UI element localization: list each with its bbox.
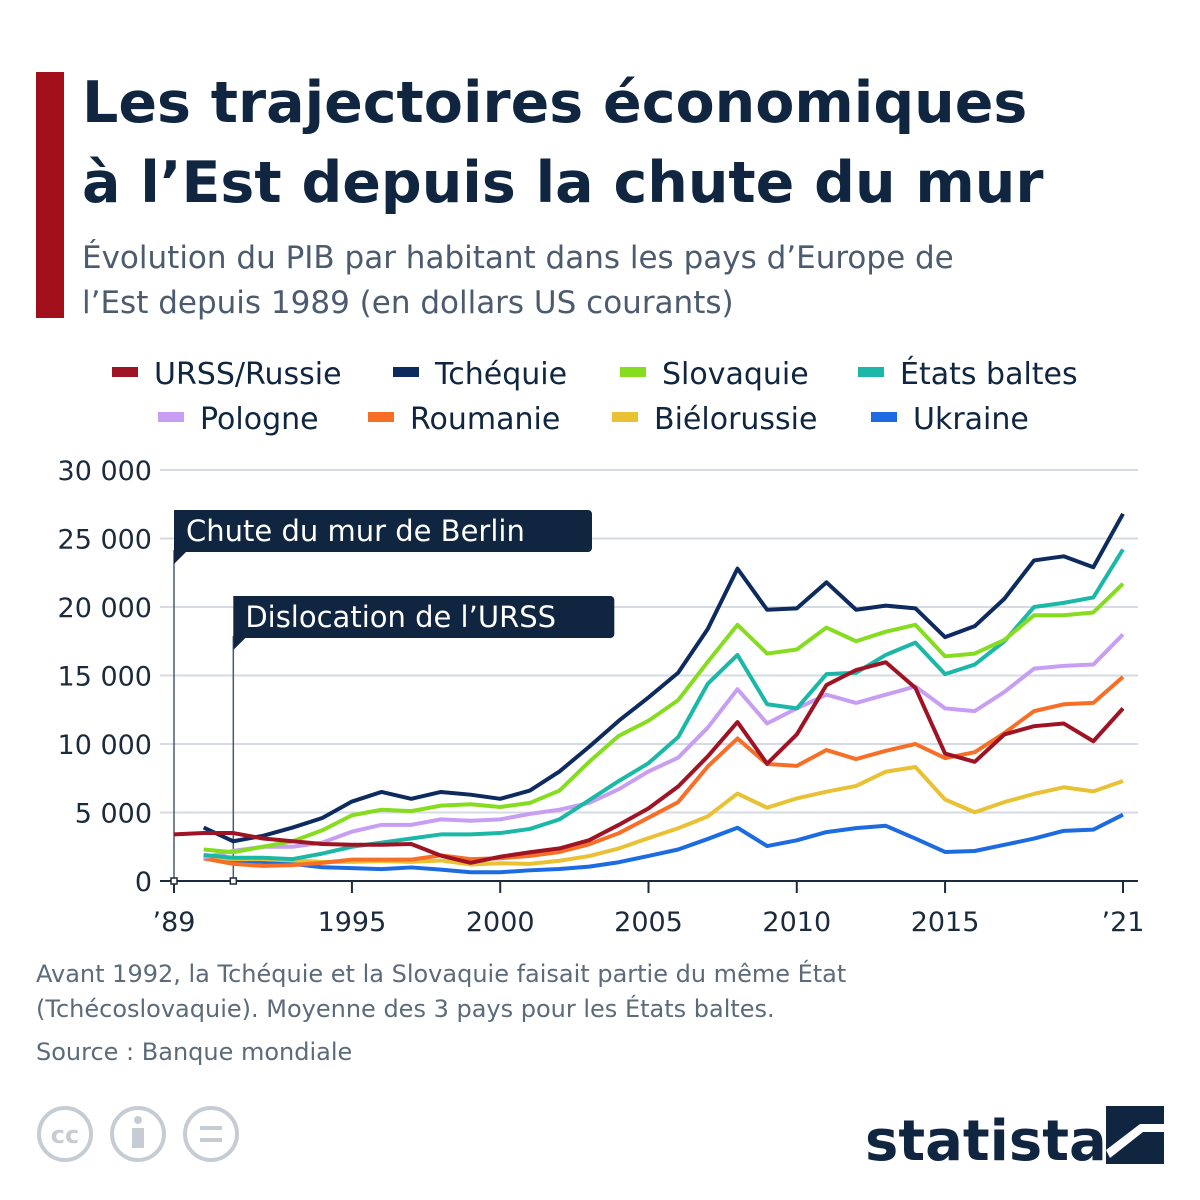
legend-label: Tchéquie <box>434 357 567 392</box>
legend-marker <box>393 367 419 377</box>
series-line <box>203 675 1125 868</box>
legend-label: États baltes <box>900 356 1078 392</box>
y-tick-label: 15 000 <box>58 662 152 693</box>
legend-label: Roumanie <box>410 402 560 437</box>
legend-marker <box>158 412 184 422</box>
series-line <box>203 632 1125 860</box>
legend-label: Slovaquie <box>662 357 809 392</box>
series-line <box>202 512 1125 844</box>
x-tick-label: 2015 <box>911 907 980 938</box>
y-tick-label: 25 000 <box>58 525 152 556</box>
legend-marker <box>112 367 138 377</box>
title-bar <box>36 72 64 318</box>
note: Avant 1992, la Tchéquie et la Slovaquie … <box>36 959 846 988</box>
subtitle: l’Est depuis 1989 (en dollars US courant… <box>82 285 734 321</box>
y-tick-label: 0 <box>135 867 152 898</box>
legend-marker <box>368 412 394 422</box>
legend-marker <box>858 367 884 377</box>
y-tick-label: 20 000 <box>58 593 152 624</box>
brand: statista <box>865 1109 1107 1174</box>
legend-label: Pologne <box>200 402 319 437</box>
x-tick-label: 2000 <box>466 907 535 938</box>
series-line <box>203 582 1125 855</box>
chart-title: Les trajectoires économiques <box>82 70 1027 136</box>
annotation-text: Dislocation de l’URSS <box>245 600 556 634</box>
annotation-anchor <box>229 877 238 885</box>
x-tick-label: 2010 <box>762 907 831 938</box>
legend-marker <box>871 412 897 422</box>
legend-marker <box>620 367 646 377</box>
x-tick-label: 2005 <box>614 907 683 938</box>
license-icons: cc <box>37 1106 239 1162</box>
legend-marker <box>612 412 638 422</box>
y-tick-label: 30 000 <box>58 456 152 487</box>
x-tick-label: 1995 <box>318 907 387 938</box>
annotation-text: Chute du mur de Berlin <box>186 514 525 548</box>
note: (Tchécoslovaquie). Moyenne des 3 pays po… <box>36 994 775 1023</box>
source: Source : Banque mondiale <box>36 1038 352 1066</box>
svg-text:cc: cc <box>51 1121 79 1149</box>
annotation-anchor <box>170 877 178 885</box>
x-tick-label: ’89 <box>153 907 196 938</box>
series-line <box>203 812 1124 875</box>
series-line <box>173 660 1125 865</box>
legend-label: URSS/Russie <box>154 357 342 392</box>
legend-label: Biélorussie <box>654 402 817 437</box>
series-line <box>203 765 1124 867</box>
brand-logo <box>1106 1106 1164 1164</box>
subtitle: Évolution du PIB par habitant dans les p… <box>82 240 954 276</box>
annotation-box <box>233 596 615 650</box>
y-tick-label: 10 000 <box>58 730 152 761</box>
annotation-box <box>174 510 592 564</box>
legend-label: Ukraine <box>913 402 1029 437</box>
y-tick-label: 5 000 <box>75 799 152 830</box>
chart-title: à l’Est depuis la chute du mur <box>82 150 1043 216</box>
x-tick-label: ’21 <box>1102 907 1145 938</box>
